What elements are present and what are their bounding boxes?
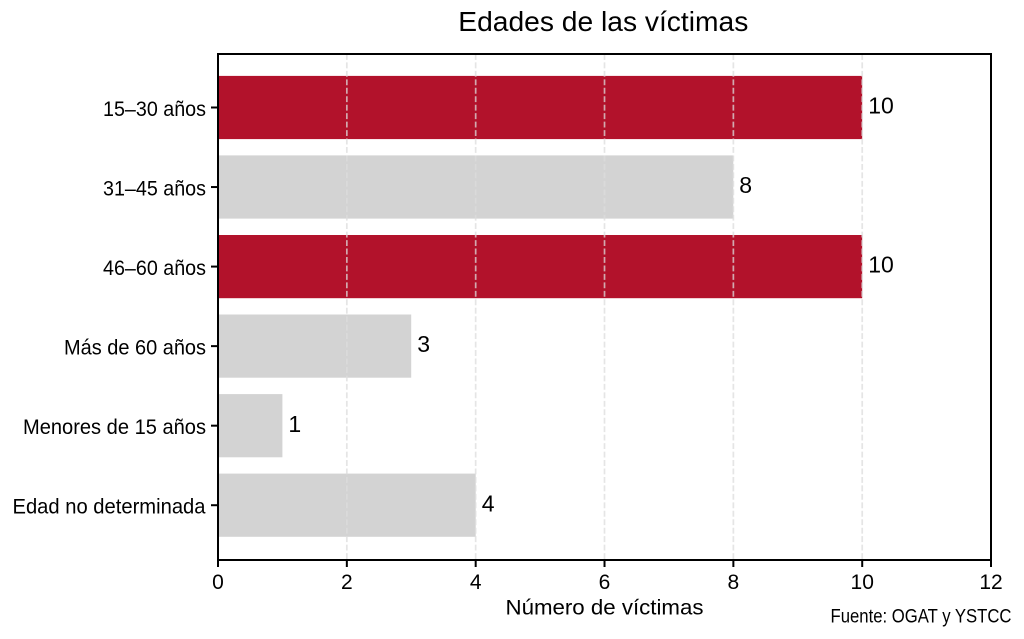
svg-text:31–45 años: 31–45 años <box>103 178 206 201</box>
svg-text:8: 8 <box>739 172 752 198</box>
svg-text:8: 8 <box>728 571 740 594</box>
svg-text:10: 10 <box>868 93 894 119</box>
svg-text:2: 2 <box>341 571 353 594</box>
svg-text:3: 3 <box>417 331 430 357</box>
svg-text:10: 10 <box>851 571 874 594</box>
svg-text:12: 12 <box>979 571 1002 594</box>
svg-text:10: 10 <box>868 252 894 278</box>
svg-text:4: 4 <box>482 490 495 516</box>
svg-text:Número de víctimas: Número de víctimas <box>506 597 704 620</box>
svg-text:Fuente: OGAT y YSTCC: Fuente: OGAT y YSTCC <box>831 607 1012 628</box>
svg-text:6: 6 <box>599 571 611 594</box>
svg-text:1: 1 <box>288 411 301 437</box>
svg-text:15–30 años: 15–30 años <box>103 98 206 121</box>
svg-text:Menores de 15 años: Menores de 15 años <box>23 416 206 439</box>
svg-text:Edades de las víctimas: Edades de las víctimas <box>458 6 748 37</box>
svg-text:Edad no determinada: Edad no determinada <box>13 496 206 519</box>
svg-text:Más de 60 años: Más de 60 años <box>64 337 206 360</box>
svg-text:0: 0 <box>212 571 224 594</box>
svg-text:46–60 años: 46–60 años <box>103 257 206 280</box>
svg-text:4: 4 <box>470 571 482 594</box>
